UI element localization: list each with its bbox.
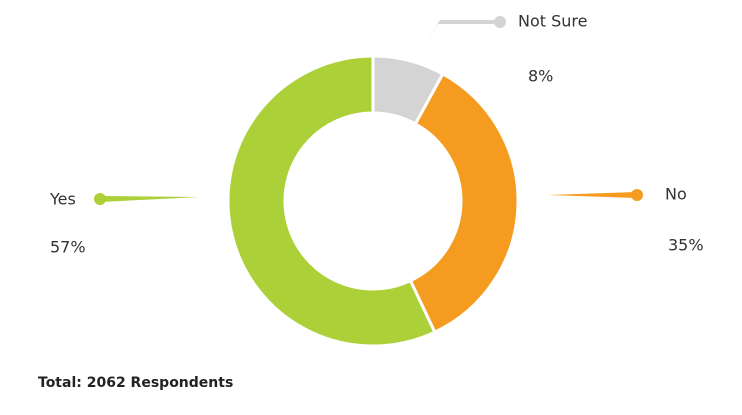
legend-label: Not Sure: [518, 12, 587, 31]
value-label: 35%: [668, 236, 704, 255]
leader-dot: [94, 193, 106, 205]
donut-slice: [408, 71, 520, 335]
footnote: Total: 2062 Respondents: [38, 375, 233, 391]
leader-dot: [631, 189, 643, 201]
leader-line: [100, 196, 200, 202]
leader-dot: [494, 16, 506, 28]
donut-slice: [226, 54, 437, 348]
value-label: 8%: [528, 67, 553, 86]
value-label: 57%: [50, 238, 86, 257]
leader-line: [548, 192, 637, 198]
leader-line: [425, 20, 500, 45]
legend-label: No: [665, 185, 687, 204]
legend-label: Yes: [49, 190, 76, 209]
